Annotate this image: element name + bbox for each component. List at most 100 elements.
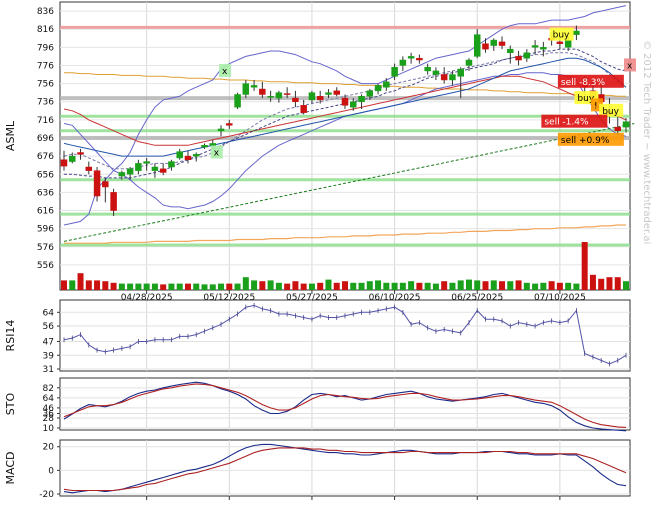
candle-body — [498, 41, 506, 46]
price-tick-label: 676 — [37, 152, 54, 162]
price-tick-label: 576 — [37, 243, 54, 253]
volume-bar — [589, 274, 596, 290]
price-tick-label: 756 — [37, 80, 54, 90]
trade-signal: buy — [599, 103, 624, 117]
trade-signal: sell +0.9% — [557, 132, 624, 146]
bollinger-middle — [63, 52, 627, 170]
candle-body — [184, 155, 192, 161]
volume-bar — [267, 280, 274, 290]
volume-bar — [292, 281, 299, 290]
candle-body — [465, 59, 473, 66]
macd-panel-frame — [59, 439, 631, 497]
rsi-tick-label: 31 — [43, 365, 54, 375]
volume-bar — [333, 282, 340, 290]
candle-body — [168, 161, 175, 168]
candle-body — [283, 93, 291, 95]
candle-body — [275, 92, 283, 99]
stochastic-tick-label: 46 — [43, 404, 55, 414]
signal-box — [599, 103, 624, 117]
candle-body — [267, 96, 274, 98]
candle-body — [449, 74, 456, 81]
volume-bar — [416, 282, 423, 290]
signal-box — [557, 74, 624, 88]
x-tick-label: 06/10/2025 — [369, 293, 421, 303]
volume-bar — [201, 284, 208, 290]
volume-bar — [77, 273, 84, 290]
volume-bar — [490, 280, 497, 290]
candle-body — [60, 159, 68, 167]
volume-bar — [432, 283, 439, 290]
price-tick-label: 696 — [37, 134, 54, 144]
candle-body — [358, 96, 365, 102]
candle-body — [192, 154, 200, 157]
candle-body — [440, 74, 448, 81]
candle-body — [333, 90, 340, 95]
signal-label: sell +0.9% — [561, 136, 610, 146]
macd-tick-label: 20 — [43, 443, 55, 453]
price-tick-label: 636 — [37, 188, 54, 198]
candle-body — [209, 143, 217, 146]
volume-bar — [69, 280, 76, 290]
macd-series-line — [63, 447, 627, 492]
stochastic-tick-label: 28 — [43, 414, 55, 424]
stochastic-tick-label: 82 — [43, 384, 54, 394]
candle-body — [118, 172, 126, 177]
signal-label: buy — [553, 31, 570, 41]
watermark-text: © 2012 Tech Trader ~ www.techtrader.ai — [641, 40, 652, 244]
candle-body — [300, 105, 307, 113]
candle-body — [399, 59, 407, 66]
volume-bar — [581, 242, 588, 290]
volume-bar — [383, 282, 390, 290]
candle-body — [234, 94, 241, 108]
volume-bar — [127, 283, 134, 290]
signal-label: x — [214, 149, 220, 159]
signal-box — [557, 132, 624, 146]
volume-bar — [242, 277, 249, 290]
signal-label: buy — [602, 107, 619, 117]
volume-bar — [317, 282, 324, 290]
trade-signal: x — [210, 145, 223, 159]
rsi-tick-label: 64 — [43, 308, 55, 318]
x-tick-label: 06/25/2025 — [451, 293, 503, 303]
candle-body — [424, 67, 431, 72]
rsi-axis-label: RSI14 — [4, 320, 17, 352]
trade-signal: buy — [549, 27, 574, 41]
volume-bar — [308, 283, 315, 290]
volume-bar — [499, 281, 506, 290]
stochastic-tick-label: 36 — [43, 409, 55, 419]
price-tick-label: 596 — [37, 225, 54, 235]
candle-body — [383, 81, 390, 88]
candle-body — [366, 90, 374, 97]
volume-bar — [143, 283, 150, 290]
stochastic-axis-label: STO — [4, 392, 17, 415]
volume-bar — [614, 277, 621, 290]
volume-bar — [606, 277, 613, 290]
price-tick-label: 616 — [37, 207, 54, 217]
volume-bar — [358, 282, 365, 290]
stochastic-series-line — [63, 383, 627, 428]
volume-bar — [623, 281, 629, 290]
candle-body — [473, 34, 481, 57]
signal-label: ! — [594, 101, 598, 111]
candle-body — [622, 121, 630, 128]
volume-bar — [482, 281, 489, 290]
volume-bar — [251, 280, 258, 290]
macd-tick-label: 0 — [48, 466, 54, 476]
volume-bar — [110, 282, 117, 290]
candle-body — [85, 166, 93, 171]
signal-label: x — [627, 61, 633, 71]
signal-label: sell -8.3% — [561, 78, 606, 88]
volume-bar — [85, 280, 92, 290]
candle-body — [325, 92, 332, 95]
candle-body — [126, 168, 134, 175]
volume-bar — [449, 282, 456, 290]
volume-bar — [168, 283, 175, 290]
volume-bar — [102, 281, 109, 290]
volume-bar — [151, 283, 158, 290]
sto-panel-frame — [59, 377, 631, 431]
candle-body — [102, 181, 109, 188]
volume-bar — [441, 281, 448, 290]
signal-box — [624, 58, 636, 72]
volume-bar — [118, 283, 125, 290]
